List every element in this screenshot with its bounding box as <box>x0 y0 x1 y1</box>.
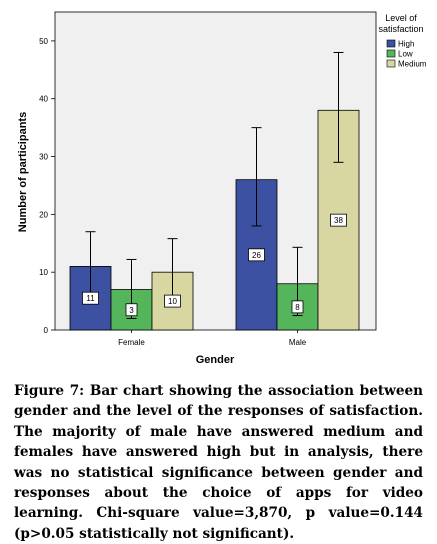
y-tick-label: 30 <box>39 153 48 162</box>
data-label: 10 <box>168 297 177 306</box>
legend-title-line-2: satisfaction <box>378 24 423 34</box>
data-label: 11 <box>86 294 95 303</box>
y-tick-label: 20 <box>39 210 48 219</box>
legend-swatch-medium <box>386 59 396 68</box>
data-label-box <box>82 291 99 305</box>
legend-title-line-1: Level of <box>385 13 417 23</box>
x-tick-label: Male <box>289 338 307 347</box>
legend-label-low: Low <box>398 50 413 59</box>
data-label: 3 <box>129 306 134 315</box>
y-tick-label: 40 <box>39 95 48 104</box>
figure-caption: Figure 7: Bar chart showing the associat… <box>14 383 423 542</box>
data-label-box <box>248 248 265 262</box>
data-label-box <box>164 294 181 308</box>
legend-swatch-high <box>386 39 396 48</box>
y-axis-label: Number of participants <box>17 112 29 232</box>
data-label: 38 <box>334 216 343 225</box>
data-label: 26 <box>252 251 261 260</box>
data-label-box <box>125 303 138 317</box>
x-tick-label: Female <box>118 338 145 347</box>
y-tick-label: 50 <box>39 37 48 46</box>
legend-label-medium: Medium <box>398 60 427 69</box>
data-label-box <box>330 213 347 227</box>
y-tick-label: 10 <box>39 268 48 277</box>
x-axis-label: Gender <box>196 354 235 366</box>
data-label: 8 <box>295 303 300 312</box>
y-tick-label: 0 <box>44 326 49 335</box>
legend-swatch-low <box>386 49 396 58</box>
data-label-box <box>291 300 304 314</box>
legend-label-high: High <box>398 40 414 49</box>
